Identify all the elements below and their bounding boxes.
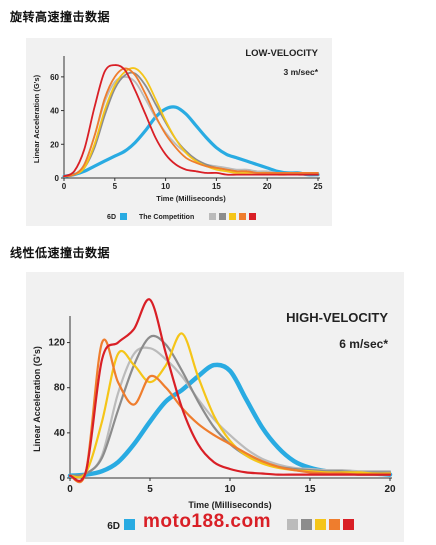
legend-swatch-competition-5	[343, 519, 354, 530]
top-heading: 旋转高速撞击数据	[10, 10, 111, 24]
x-tick-label: 10	[161, 182, 170, 191]
legend-swatch-competition-4	[239, 213, 246, 220]
legend-label-6d: 6D	[107, 214, 116, 221]
y-tick-label: 80	[54, 383, 66, 394]
legend-label-6d: 6D	[107, 521, 120, 532]
y-tick-label: 60	[50, 73, 59, 82]
chart-title: HIGH-VELOCITY	[286, 310, 388, 325]
series-line-competition-2	[68, 334, 392, 477]
y-axis-label: Linear Acceleration (G's)	[32, 346, 42, 452]
legend-swatch-competition-2	[301, 519, 312, 530]
x-tick-label: 20	[263, 182, 272, 191]
x-tick-label: 0	[62, 182, 67, 191]
y-axis-label: Linear Acceleration (G's)	[32, 74, 41, 163]
x-axis-label: Time (Milliseconds)	[156, 194, 226, 203]
low-velocity-chart-panel: 0 20 40 60 0 5 10 15 20 25 Time (Milliseconds) Line…	[26, 38, 332, 226]
high-velocity-chart: 0 40 80 120 0 5 10 15 20 Time (Milliseconds) Linea…	[32, 298, 396, 532]
y-tick-label: 120	[48, 338, 65, 349]
x-tick-label: 20	[384, 484, 396, 495]
x-tick-label: 0	[67, 484, 73, 495]
x-tick-label: 5	[147, 484, 153, 495]
series-line-6d	[62, 105, 320, 178]
legend-label-competition: The Competition	[139, 214, 194, 221]
x-tick-label: 25	[314, 182, 323, 191]
x-tick-label: 15	[212, 182, 221, 191]
high-velocity-chart-panel: 0 40 80 120 0 5 10 15 20 Time (Milliseconds) Linea…	[26, 272, 404, 542]
series-line-competition-3	[68, 332, 392, 479]
legend-swatch-competition-4	[329, 519, 340, 530]
legend-swatch-competition-1	[287, 519, 298, 530]
y-tick-label: 0	[55, 174, 60, 183]
x-axis-label: Time (Milliseconds)	[188, 500, 271, 510]
legend-swatch-competition-3	[315, 519, 326, 530]
watermark: moto188.com	[143, 511, 271, 532]
x-tick-label: 5	[113, 182, 118, 191]
chart-subtitle: 3 m/sec*	[284, 67, 319, 77]
legend: 6D The Competition	[107, 213, 256, 221]
legend: 6D	[107, 519, 354, 532]
legend-swatch-6d	[124, 519, 135, 530]
x-tick-label: 10	[224, 484, 236, 495]
series-line-competition-4	[68, 338, 392, 484]
middle-heading: 线性低速撞击数据	[10, 246, 111, 260]
legend-swatch-competition-2	[219, 213, 226, 220]
chart-subtitle: 6 m/sec*	[339, 337, 388, 351]
series-line-competition-5	[63, 64, 319, 178]
low-velocity-chart: 0 20 40 60 0 5 10 15 20 25 Time (Milliseconds) Line…	[32, 48, 323, 221]
series-line-competition-1	[68, 346, 392, 477]
y-tick-label: 0	[59, 473, 65, 484]
y-tick-label: 40	[54, 428, 66, 439]
legend-swatch-competition-1	[209, 213, 216, 220]
legend-swatch-competition-5	[249, 213, 256, 220]
x-tick-label: 15	[304, 484, 316, 495]
y-tick-label: 40	[50, 107, 59, 116]
legend-swatch-competition-3	[229, 213, 236, 220]
series-line-competition-5	[68, 298, 392, 483]
legend-swatch-6d	[120, 213, 127, 220]
series-line-competition-4	[63, 67, 319, 178]
y-tick-label: 20	[50, 140, 59, 149]
chart-title: LOW-VELOCITY	[245, 48, 318, 59]
